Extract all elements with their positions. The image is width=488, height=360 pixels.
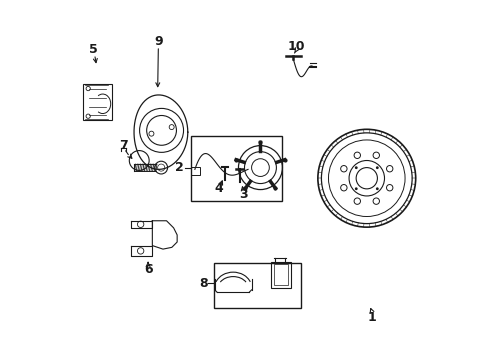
Bar bbox=[191, 167, 200, 175]
Text: 7: 7 bbox=[119, 139, 127, 152]
Circle shape bbox=[354, 187, 357, 190]
Circle shape bbox=[354, 166, 357, 169]
Text: 8: 8 bbox=[199, 277, 207, 290]
Bar bbox=[270, 261, 290, 288]
Text: 3: 3 bbox=[239, 188, 247, 201]
Circle shape bbox=[375, 166, 378, 169]
Text: 1: 1 bbox=[367, 311, 376, 324]
Bar bbox=[273, 264, 287, 285]
Text: 4: 4 bbox=[214, 183, 223, 195]
Circle shape bbox=[375, 187, 378, 190]
Text: 5: 5 bbox=[89, 43, 98, 56]
Bar bbox=[191, 136, 281, 201]
Bar bbox=[83, 84, 111, 120]
Text: 10: 10 bbox=[286, 40, 304, 53]
Bar bbox=[214, 263, 301, 307]
Text: 2: 2 bbox=[175, 161, 184, 174]
Text: 9: 9 bbox=[154, 35, 163, 48]
Text: 6: 6 bbox=[143, 263, 152, 276]
